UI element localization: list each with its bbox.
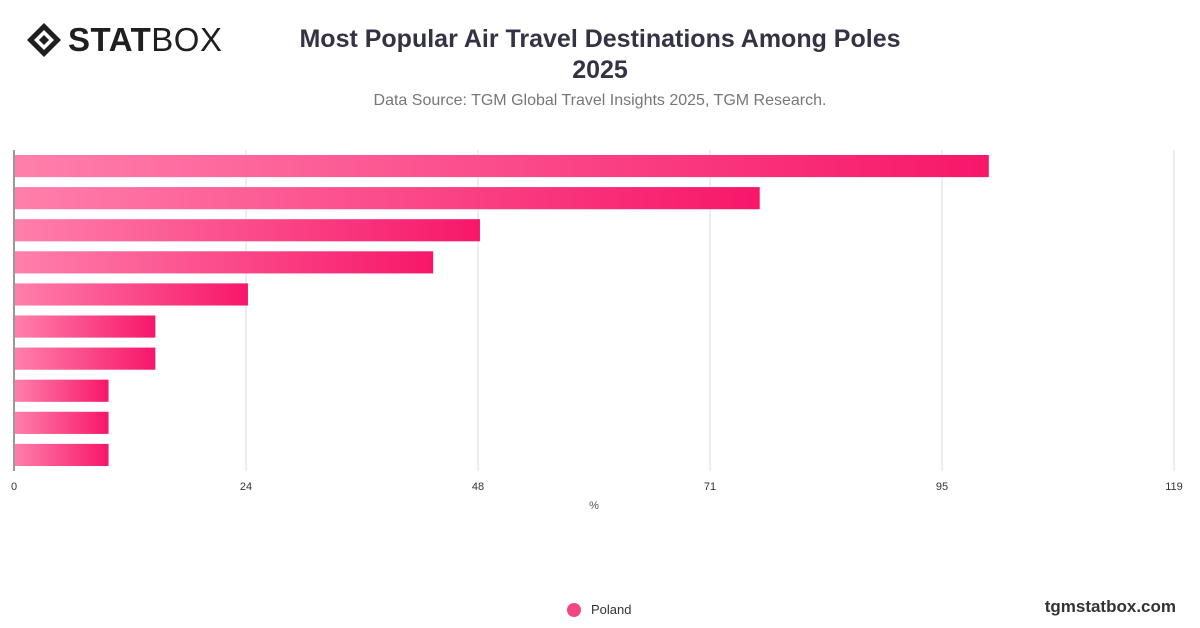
- legend-marker: [567, 602, 581, 617]
- chart-title: Most Popular Air Travel Destinations Amo…: [299, 25, 901, 84]
- bar[interactable]: [15, 251, 434, 274]
- logo-wordmark: STATBOX: [68, 22, 222, 58]
- x-tick-label: 119: [1165, 481, 1183, 493]
- bar[interactable]: [15, 154, 989, 178]
- diamond-logo-icon: [27, 23, 61, 57]
- bar[interactable]: [15, 283, 248, 306]
- watermark: tgmstatbox.com: [1044, 597, 1176, 616]
- chart-subtitle: Data Source: TGM Global Travel Insights …: [373, 92, 827, 109]
- legend-label: Poland: [591, 602, 632, 617]
- bar[interactable]: [15, 187, 760, 210]
- x-tick-label: 48: [472, 481, 484, 493]
- x-tick-label: 0: [11, 481, 17, 493]
- x-tick-label: 71: [704, 481, 716, 493]
- bar[interactable]: [15, 443, 109, 467]
- logo-box-text: BOX: [151, 21, 223, 58]
- x-axis-title: %: [589, 500, 599, 512]
- bar[interactable]: [15, 411, 109, 434]
- x-tick-label: 95: [936, 481, 948, 493]
- bar[interactable]: [15, 347, 156, 370]
- bar[interactable]: [15, 379, 109, 402]
- legend[interactable]: Poland: [567, 602, 631, 617]
- bar[interactable]: [15, 315, 156, 338]
- statbox-logo: STATBOX: [26, 22, 222, 58]
- bar[interactable]: [15, 219, 480, 242]
- x-tick-label: 24: [240, 481, 252, 493]
- logo-stat-text: STAT: [68, 21, 152, 58]
